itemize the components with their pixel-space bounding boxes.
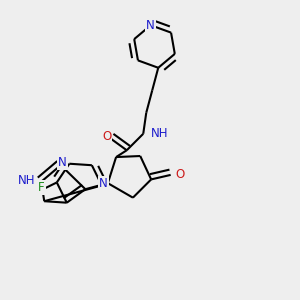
Text: O: O [102, 130, 111, 143]
Text: N: N [58, 156, 67, 169]
Text: N: N [146, 19, 155, 32]
Text: F: F [38, 181, 44, 194]
Text: O: O [175, 168, 184, 182]
Text: NH: NH [18, 174, 35, 187]
Text: N: N [99, 177, 108, 190]
Text: NH: NH [151, 127, 168, 140]
